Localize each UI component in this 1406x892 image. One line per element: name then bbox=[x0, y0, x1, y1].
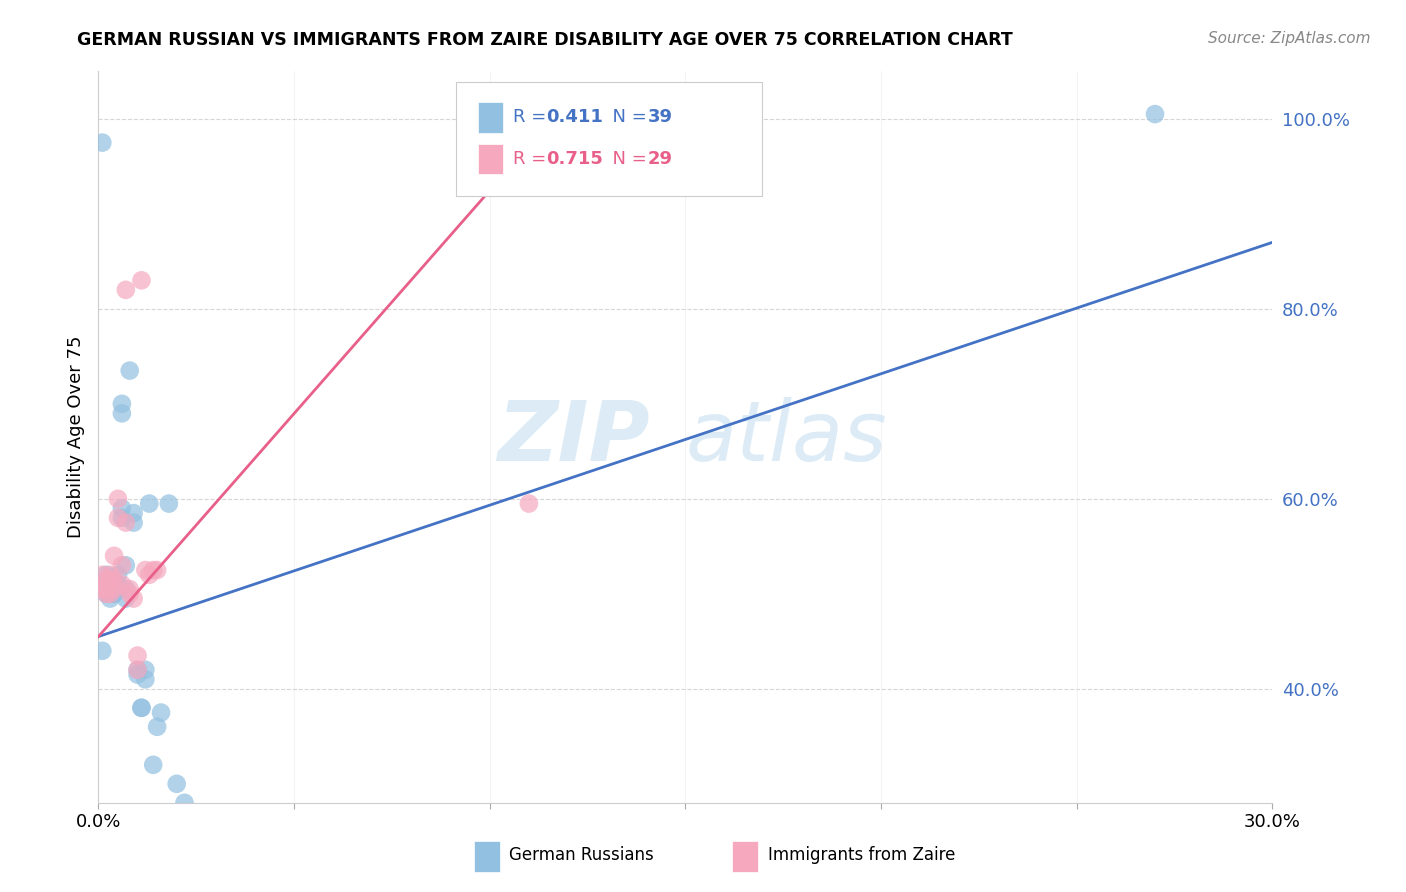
Point bbox=[131, 701, 153, 715]
FancyBboxPatch shape bbox=[457, 82, 762, 195]
Text: R =: R = bbox=[513, 150, 551, 168]
Point bbox=[134, 563, 156, 577]
Point bbox=[91, 577, 114, 591]
Point bbox=[111, 558, 134, 573]
Point bbox=[103, 587, 125, 601]
Point bbox=[127, 648, 149, 663]
Point bbox=[134, 663, 156, 677]
Point bbox=[127, 663, 149, 677]
Text: N =: N = bbox=[600, 150, 652, 168]
Text: 29: 29 bbox=[648, 150, 673, 168]
Text: R =: R = bbox=[513, 109, 551, 127]
Text: N =: N = bbox=[600, 109, 652, 127]
Point bbox=[98, 573, 121, 587]
Point bbox=[118, 587, 141, 601]
Point bbox=[98, 587, 121, 601]
Point bbox=[111, 511, 134, 525]
Point bbox=[103, 549, 125, 563]
Point bbox=[98, 591, 121, 606]
Point bbox=[122, 516, 145, 530]
Y-axis label: Disability Age Over 75: Disability Age Over 75 bbox=[66, 335, 84, 539]
FancyBboxPatch shape bbox=[474, 841, 501, 871]
Point bbox=[111, 397, 134, 411]
Point bbox=[103, 582, 125, 596]
Text: 39: 39 bbox=[648, 109, 673, 127]
Point bbox=[107, 577, 129, 591]
Point bbox=[134, 673, 156, 687]
Point bbox=[98, 582, 121, 596]
Text: atlas: atlas bbox=[686, 397, 887, 477]
Point bbox=[1144, 107, 1167, 121]
Point bbox=[146, 563, 169, 577]
Point bbox=[91, 582, 114, 596]
Point bbox=[157, 497, 180, 511]
Point bbox=[96, 587, 118, 601]
Text: Immigrants from Zaire: Immigrants from Zaire bbox=[768, 847, 955, 864]
Point bbox=[131, 701, 153, 715]
Point bbox=[91, 136, 114, 150]
Point bbox=[107, 567, 129, 582]
Point bbox=[91, 644, 114, 658]
Point bbox=[173, 796, 195, 810]
Point bbox=[166, 777, 188, 791]
Point bbox=[103, 577, 125, 591]
Point bbox=[114, 582, 136, 596]
Point bbox=[127, 663, 149, 677]
Point bbox=[138, 567, 160, 582]
Point bbox=[478, 117, 501, 131]
Point bbox=[138, 497, 160, 511]
Point bbox=[96, 582, 118, 596]
Point bbox=[103, 573, 125, 587]
Point bbox=[96, 587, 118, 601]
Text: ZIP: ZIP bbox=[498, 397, 650, 477]
Point bbox=[107, 491, 129, 506]
Point bbox=[103, 582, 125, 596]
Point bbox=[122, 591, 145, 606]
Text: GERMAN RUSSIAN VS IMMIGRANTS FROM ZAIRE DISABILITY AGE OVER 75 CORRELATION CHART: GERMAN RUSSIAN VS IMMIGRANTS FROM ZAIRE … bbox=[77, 31, 1014, 49]
FancyBboxPatch shape bbox=[478, 144, 503, 175]
Point bbox=[111, 406, 134, 420]
Point bbox=[114, 516, 136, 530]
Point bbox=[107, 511, 129, 525]
Text: German Russians: German Russians bbox=[509, 847, 654, 864]
Point bbox=[142, 563, 165, 577]
Point bbox=[98, 567, 121, 582]
FancyBboxPatch shape bbox=[733, 841, 758, 871]
Text: 0.715: 0.715 bbox=[546, 150, 603, 168]
Point bbox=[111, 577, 134, 591]
Point bbox=[114, 591, 136, 606]
Point bbox=[91, 567, 114, 582]
Point bbox=[111, 501, 134, 516]
FancyBboxPatch shape bbox=[478, 102, 503, 133]
Point bbox=[107, 582, 129, 596]
Point bbox=[146, 720, 169, 734]
Point bbox=[118, 363, 141, 377]
Point bbox=[122, 506, 145, 520]
Point bbox=[517, 497, 540, 511]
Point bbox=[96, 573, 118, 587]
Point bbox=[142, 757, 165, 772]
Point bbox=[98, 573, 121, 587]
Point bbox=[118, 582, 141, 596]
Point bbox=[127, 667, 149, 681]
Text: 0.411: 0.411 bbox=[546, 109, 603, 127]
Point bbox=[114, 558, 136, 573]
Point bbox=[96, 567, 118, 582]
Text: Source: ZipAtlas.com: Source: ZipAtlas.com bbox=[1208, 31, 1371, 46]
Point bbox=[150, 706, 173, 720]
Point bbox=[103, 587, 125, 601]
Point bbox=[131, 273, 153, 287]
Point bbox=[114, 283, 136, 297]
